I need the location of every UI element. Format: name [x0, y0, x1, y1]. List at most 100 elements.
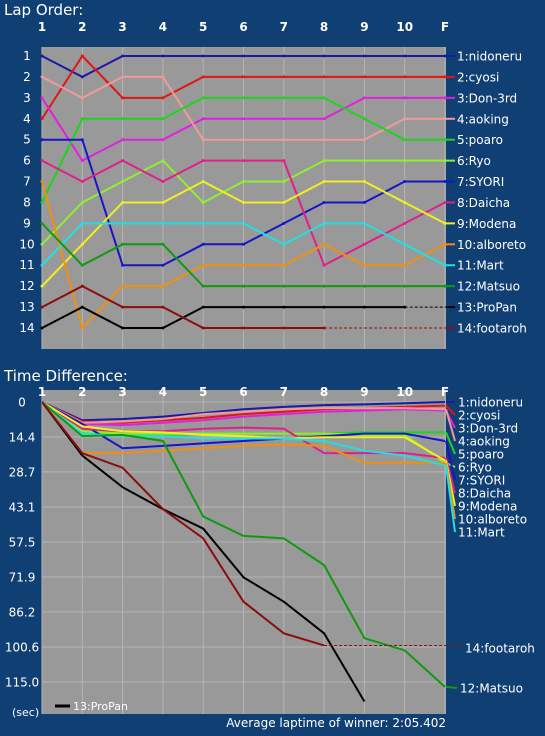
lap-point-11-mart — [80, 221, 84, 225]
lap-point-1-nidoneru — [443, 54, 447, 58]
time-legend-label: 1:nidoneru — [458, 396, 523, 410]
lap-legend-label: 1:nidoneru — [457, 50, 522, 64]
lap-point-9-modena — [121, 200, 125, 204]
lap-point-6-ryo — [362, 159, 366, 163]
time-x-tick: 6 — [239, 385, 247, 399]
lap-point-5-poaro — [322, 96, 326, 100]
lap-point-9-modena — [201, 180, 205, 184]
time-legend-label: 3:Don-3rd — [458, 422, 518, 436]
lap-point-1-nidoneru — [80, 75, 84, 79]
lap-point-6-ryo — [282, 180, 286, 184]
lap-legend-label: 6:Ryo — [457, 154, 491, 168]
lap-point-1-nidoneru — [282, 54, 286, 58]
lap-point-9-modena — [282, 200, 286, 204]
lap-point-4-aoking — [201, 138, 205, 142]
lap-point-11-mart — [322, 221, 326, 225]
lap-point-14-footaroh — [121, 305, 125, 309]
lap-x-tick: 3 — [118, 20, 126, 34]
time-series-line-9-modena — [42, 401, 446, 462]
lap-point-3-don-3rd — [242, 117, 245, 121]
lap-point-11-mart — [201, 221, 205, 225]
lap-y-tick: 4 — [23, 112, 31, 126]
lap-point-12-matsuo — [40, 221, 44, 225]
time-legend-label: 11:Mart — [458, 526, 505, 540]
lap-point-3-don-3rd — [443, 96, 447, 100]
lap-point-3-don-3rd — [121, 138, 125, 142]
lap-x-tick: 2 — [78, 20, 86, 34]
lap-legend-label: 13:ProPan — [457, 301, 517, 315]
time-legend-connector-7-syori — [445, 440, 456, 481]
time-series-line-4-aoking — [42, 401, 446, 424]
lap-point-4-aoking — [403, 117, 407, 121]
lap-point-8-daicha — [322, 263, 326, 267]
lap-point-13-propan — [242, 305, 245, 309]
lap-point-4-aoking — [282, 138, 286, 142]
lap-point-10-alboreto — [403, 263, 407, 267]
lap-point-5-poaro — [403, 138, 407, 142]
lap-point-13-propan — [80, 305, 84, 309]
lap-point-4-aoking — [322, 138, 326, 142]
lap-y-tick: 1 — [23, 49, 31, 63]
lap-point-3-don-3rd — [322, 117, 326, 121]
time-y-tick: 57.5 — [9, 536, 36, 550]
time-x-tick: 5 — [199, 385, 207, 399]
lap-x-tick: F — [441, 20, 449, 34]
lap-point-7-syori — [80, 138, 84, 142]
lap-legend-label: 9:Modena — [457, 217, 516, 231]
lap-legend-label: 11:Mart — [457, 259, 504, 273]
lap-point-1-nidoneru — [201, 54, 205, 58]
time-x-tick: F — [441, 385, 449, 399]
lap-legend-label: 7:SYORI — [457, 175, 504, 189]
lap-x-tick: 6 — [239, 20, 247, 34]
lap-point-9-modena — [322, 180, 326, 184]
lap-y-tick: 5 — [23, 133, 31, 147]
inset-legend-label: 13:ProPan — [73, 700, 128, 713]
time-legend-label: 12:Matsuo — [460, 682, 523, 696]
lap-point-4-aoking — [242, 138, 245, 142]
lap-point-13-propan — [201, 305, 205, 309]
lap-point-12-matsuo — [80, 263, 84, 267]
lap-point-8-daicha — [80, 180, 84, 184]
lap-y-tick: 11 — [19, 258, 34, 272]
lap-point-10-alboreto — [40, 180, 44, 184]
time-series-line-13-propan — [42, 401, 366, 702]
lap-order-title: Lap Order: — [4, 1, 83, 19]
lap-y-tick: 6 — [23, 154, 31, 168]
lap-point-14-footaroh — [201, 326, 205, 330]
time-x-tick: 4 — [159, 385, 167, 399]
lap-point-11-mart — [242, 221, 245, 225]
lap-point-14-footaroh — [40, 305, 44, 309]
lap-point-7-syori — [443, 180, 447, 184]
lap-point-11-mart — [282, 242, 286, 246]
lap-point-13-propan — [322, 305, 326, 309]
time-legend-label: 7:SYORI — [458, 474, 505, 488]
time-y-tick: 0 — [18, 396, 26, 410]
lap-point-3-don-3rd — [161, 138, 165, 142]
time-legend-label: 2:cyosi — [458, 409, 500, 423]
lap-point-8-daicha — [121, 159, 125, 163]
lap-legend-label: 8:Daicha — [457, 196, 510, 210]
time-legend-label: 14:footaroh — [465, 642, 535, 656]
lap-point-2-cyosi — [362, 75, 366, 79]
lap-point-5-poaro — [443, 138, 447, 142]
lap-y-tick: 2 — [23, 70, 31, 84]
lap-point-11-mart — [40, 263, 44, 267]
lap-point-3-don-3rd — [201, 117, 205, 121]
lap-point-8-daicha — [161, 180, 165, 184]
time-x-tick: 3 — [118, 385, 126, 399]
lap-legend-label: 10:alboreto — [457, 238, 526, 252]
lap-point-4-aoking — [161, 75, 165, 79]
lap-point-13-propan — [161, 326, 165, 330]
lap-point-12-matsuo — [403, 284, 407, 288]
time-x-tick: 9 — [360, 385, 368, 399]
lap-legend-label: 14:footaroh — [457, 322, 527, 336]
lap-point-2-cyosi — [80, 54, 84, 58]
lap-point-12-matsuo — [201, 284, 205, 288]
lap-point-4-aoking — [80, 96, 84, 100]
lap-point-2-cyosi — [40, 117, 44, 121]
lap-point-2-cyosi — [121, 96, 125, 100]
lap-point-12-matsuo — [362, 284, 366, 288]
lap-point-4-aoking — [121, 75, 125, 79]
lap-point-6-ryo — [80, 200, 84, 204]
lap-point-10-alboreto — [201, 263, 205, 267]
